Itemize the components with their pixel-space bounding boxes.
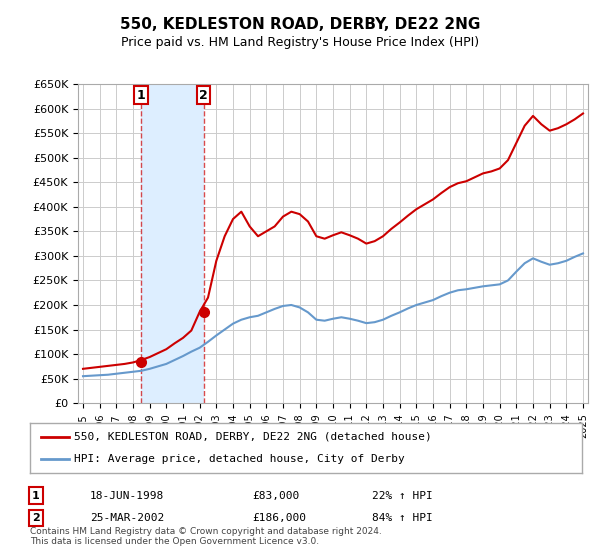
Text: 25-MAR-2002: 25-MAR-2002 bbox=[90, 513, 164, 523]
Text: 2: 2 bbox=[32, 513, 40, 523]
Text: Contains HM Land Registry data © Crown copyright and database right 2024.
This d: Contains HM Land Registry data © Crown c… bbox=[30, 526, 382, 546]
Text: HPI: Average price, detached house, City of Derby: HPI: Average price, detached house, City… bbox=[74, 454, 405, 464]
Text: 550, KEDLESTON ROAD, DERBY, DE22 2NG (detached house): 550, KEDLESTON ROAD, DERBY, DE22 2NG (de… bbox=[74, 432, 432, 442]
Text: 18-JUN-1998: 18-JUN-1998 bbox=[90, 491, 164, 501]
Text: Price paid vs. HM Land Registry's House Price Index (HPI): Price paid vs. HM Land Registry's House … bbox=[121, 36, 479, 49]
Text: 550, KEDLESTON ROAD, DERBY, DE22 2NG: 550, KEDLESTON ROAD, DERBY, DE22 2NG bbox=[120, 17, 480, 32]
Bar bbox=[140, 84, 203, 403]
Text: £186,000: £186,000 bbox=[252, 513, 306, 523]
Text: 1: 1 bbox=[32, 491, 40, 501]
Text: 84% ↑ HPI: 84% ↑ HPI bbox=[372, 513, 433, 523]
Text: 2: 2 bbox=[199, 89, 208, 102]
Text: £83,000: £83,000 bbox=[252, 491, 299, 501]
Text: 1: 1 bbox=[136, 89, 145, 102]
Text: 22% ↑ HPI: 22% ↑ HPI bbox=[372, 491, 433, 501]
